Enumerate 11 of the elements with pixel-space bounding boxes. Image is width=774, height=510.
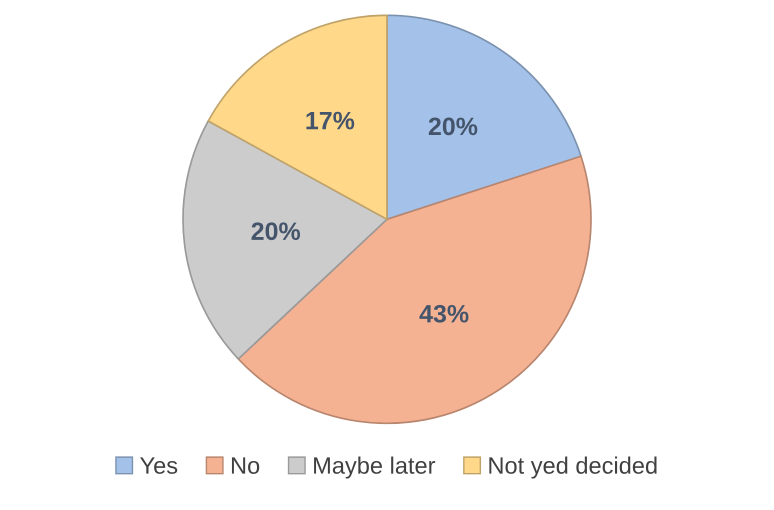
data-label: 20% — [252, 222, 300, 240]
legend-label: No — [232, 457, 260, 474]
legend-label: Maybe later — [314, 456, 436, 479]
data-label: 17% — [306, 112, 354, 130]
data-label: 20% — [428, 118, 478, 136]
pie-slice — [386, 14, 582, 220]
legend-label: Yes — [140, 457, 178, 474]
data-label: 43% — [419, 304, 468, 323]
pie-slice — [207, 14, 388, 220]
pie-slice — [237, 155, 592, 424]
legend-label: Not yed decided — [489, 456, 657, 479]
